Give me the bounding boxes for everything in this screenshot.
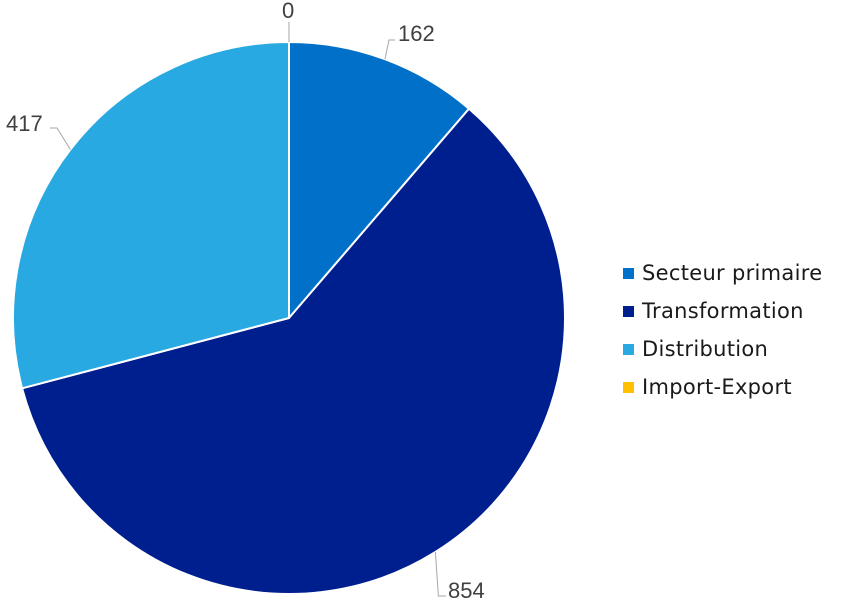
- legend-swatch-distribution: [623, 343, 634, 355]
- legend-label-import-export: Import-Export: [642, 375, 792, 399]
- data-label-transformation: 854: [448, 578, 485, 603]
- leader-line-transformation: [434, 551, 446, 597]
- pie-slice-secteur-primaire: [288, 40, 471, 321]
- leader-line-distribution: [50, 127, 71, 150]
- leader-lines: [50, 22, 446, 597]
- legend-label-transformation: Transformation: [642, 299, 804, 323]
- legend: Secteur primaire Transformation Distribu…: [623, 254, 822, 406]
- legend-swatch-transformation: [623, 305, 634, 317]
- pie-slice-distribution: [12, 40, 290, 390]
- data-label-secteur-primaire: 162: [398, 21, 435, 46]
- legend-item-secteur-primaire: Secteur primaire: [623, 254, 822, 292]
- legend-label-secteur-primaire: Secteur primaire: [642, 261, 823, 285]
- data-label-import-export: 0: [282, 0, 294, 23]
- data-label-distribution: 417: [6, 111, 43, 136]
- data-labels: 162 854 417 0: [6, 0, 485, 603]
- pie-slices: [12, 40, 566, 595]
- legend-swatch-import-export: [623, 381, 634, 393]
- legend-item-distribution: Distribution: [623, 330, 822, 368]
- leader-line-secteur-primaire: [384, 39, 395, 60]
- pie-slice-transformation: [20, 107, 566, 595]
- legend-item-import-export: Import-Export: [623, 368, 822, 406]
- legend-label-distribution: Distribution: [642, 337, 769, 361]
- legend-item-transformation: Transformation: [623, 292, 822, 330]
- legend-swatch-secteur-primaire: [623, 267, 634, 279]
